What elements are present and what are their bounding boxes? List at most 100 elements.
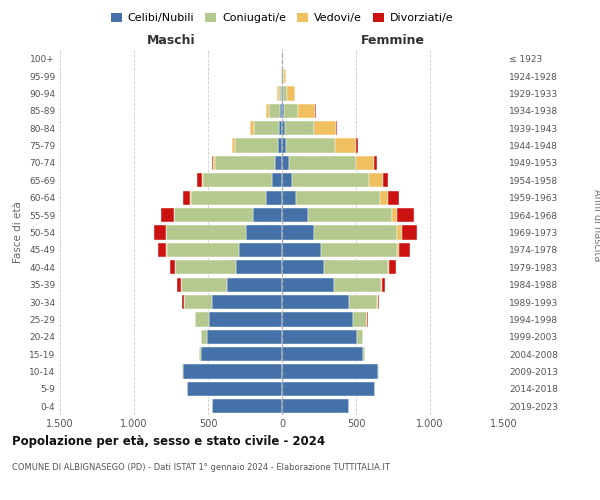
Bar [353, 312, 367, 326]
Bar [282, 364, 378, 378]
Bar [279, 121, 282, 136]
Bar [284, 104, 298, 118]
Bar [266, 190, 282, 205]
Bar [282, 104, 284, 118]
Bar [358, 330, 363, 344]
Bar [314, 121, 337, 136]
Bar [282, 138, 286, 152]
Bar [184, 295, 212, 309]
Bar [324, 260, 388, 274]
Bar [201, 330, 206, 344]
Bar [212, 399, 282, 413]
Bar [174, 208, 253, 222]
Bar [282, 208, 308, 222]
Bar [158, 243, 166, 257]
Bar [212, 295, 282, 309]
Bar [282, 382, 375, 396]
Bar [356, 156, 374, 170]
Bar [298, 104, 315, 118]
Bar [314, 226, 397, 239]
Bar [278, 86, 281, 101]
Bar [282, 260, 324, 274]
Bar [177, 278, 181, 292]
Bar [284, 121, 314, 136]
Bar [388, 190, 399, 205]
Bar [277, 86, 278, 101]
Bar [397, 226, 401, 239]
Bar [214, 156, 215, 170]
Bar [282, 86, 283, 101]
Bar [282, 330, 358, 344]
Text: Maschi: Maschi [146, 34, 196, 48]
Bar [278, 138, 282, 152]
Bar [382, 278, 385, 292]
Text: Popolazione per età, sesso e stato civile - 2024: Popolazione per età, sesso e stato civil… [12, 435, 325, 448]
Bar [167, 243, 239, 257]
Bar [206, 330, 282, 344]
Bar [282, 243, 321, 257]
Bar [196, 312, 209, 326]
Y-axis label: Fasce di età: Fasce di età [13, 202, 23, 264]
Bar [308, 208, 392, 222]
Bar [282, 173, 292, 188]
Bar [321, 243, 397, 257]
Bar [377, 295, 379, 309]
Bar [280, 104, 282, 118]
Bar [170, 260, 175, 274]
Bar [335, 138, 356, 152]
Bar [292, 173, 368, 188]
Bar [275, 156, 282, 170]
Bar [397, 208, 414, 222]
Bar [247, 226, 282, 239]
Bar [239, 243, 282, 257]
Bar [187, 382, 282, 396]
Bar [282, 278, 334, 292]
Bar [282, 121, 284, 136]
Bar [281, 86, 282, 101]
Bar [197, 173, 202, 188]
Bar [212, 156, 214, 170]
Bar [356, 138, 358, 152]
Bar [269, 104, 280, 118]
Bar [282, 226, 314, 239]
Bar [154, 226, 166, 239]
Bar [380, 190, 388, 205]
Bar [250, 121, 254, 136]
Bar [289, 156, 356, 170]
Bar [236, 260, 282, 274]
Bar [368, 173, 383, 188]
Bar [227, 278, 282, 292]
Bar [284, 69, 286, 83]
Bar [334, 278, 381, 292]
Bar [392, 208, 397, 222]
Bar [209, 312, 282, 326]
Text: Anni di nascita: Anni di nascita [592, 189, 600, 261]
Bar [253, 208, 282, 222]
Bar [282, 156, 289, 170]
Bar [282, 295, 349, 309]
Bar [272, 173, 282, 188]
Bar [282, 190, 296, 205]
Bar [161, 208, 173, 222]
Bar [286, 138, 335, 152]
Bar [183, 364, 282, 378]
Bar [181, 278, 227, 292]
Bar [389, 260, 396, 274]
Bar [383, 173, 388, 188]
Bar [202, 173, 203, 188]
Bar [282, 347, 364, 362]
Bar [388, 260, 389, 274]
Bar [398, 243, 410, 257]
Bar [349, 295, 377, 309]
Bar [283, 86, 287, 101]
Legend: Celibi/Nubili, Coniugati/e, Vedovi/e, Divorziati/e: Celibi/Nubili, Coniugati/e, Vedovi/e, Di… [106, 8, 458, 28]
Bar [215, 156, 275, 170]
Bar [283, 69, 284, 83]
Bar [254, 121, 279, 136]
Bar [397, 243, 398, 257]
Bar [282, 399, 349, 413]
Text: Femmine: Femmine [361, 34, 425, 48]
Bar [287, 86, 295, 101]
Bar [374, 156, 377, 170]
Bar [182, 295, 184, 309]
